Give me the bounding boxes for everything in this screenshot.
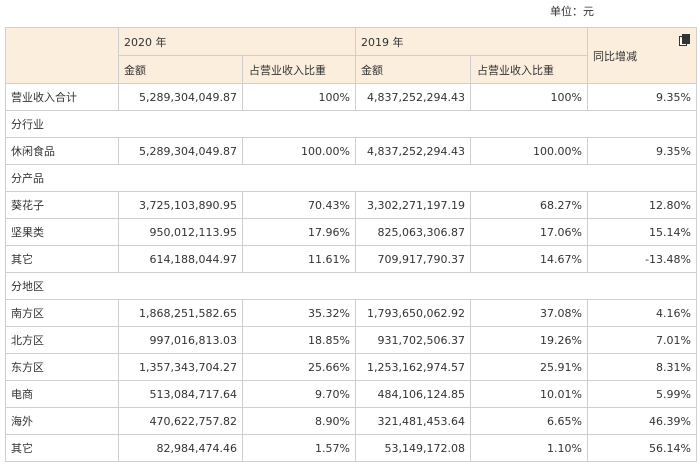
share-2019-cell: 100.00%: [470, 137, 588, 165]
yoy-cell: 9.35%: [587, 137, 697, 165]
share-2019-cell: 14.67%: [470, 245, 588, 273]
section-label: 分行业: [5, 110, 697, 138]
yoy-cell: 7.01%: [587, 326, 697, 354]
share-2020-cell: 70.43%: [242, 191, 356, 219]
table-row: 海外 470,622,757.82 8.90% 321,481,453.64 6.65%…: [5, 407, 697, 435]
amount-2020-cell: 1,357,343,704.27: [118, 353, 243, 381]
share-2019-cell: 19.26%: [470, 326, 588, 354]
share-2020-cell: 11.61%: [242, 245, 356, 273]
header-corner: [5, 27, 119, 84]
amount-2019-cell: 3,302,271,197.19: [355, 191, 471, 219]
unit-label: 单位：元: [550, 5, 594, 18]
amount-2020-cell: 470,622,757.82: [118, 407, 243, 435]
share-2019-cell: 10.01%: [470, 380, 588, 408]
share-2020-cell: 18.85%: [242, 326, 356, 354]
section-row: 分产品: [5, 164, 697, 192]
share-2019-cell: 37.08%: [470, 299, 588, 327]
table-row: 东方区 1,357,343,704.27 25.66% 1,253,162,974.5…: [5, 353, 697, 381]
row-label: 北方区: [5, 326, 119, 354]
share-2019-cell: 100%: [470, 83, 588, 111]
row-label: 东方区: [5, 353, 119, 381]
amount-2020-cell: 513,084,717.64: [118, 380, 243, 408]
section-label: 分产品: [5, 164, 697, 192]
amount-2019-cell: 1,793,650,062.92: [355, 299, 471, 327]
share-2020-cell: 17.96%: [242, 218, 356, 246]
header-yoy-label: 同比增减: [593, 49, 637, 63]
amount-2020-cell: 5,289,304,049.87: [118, 83, 243, 111]
amount-2019-cell: 484,106,124.85: [355, 380, 471, 408]
yoy-cell: 56.14%: [587, 434, 697, 462]
yoy-cell: 9.35%: [587, 83, 697, 111]
share-2019-cell: 1.10%: [470, 434, 588, 462]
amount-2020-cell: 614,188,044.97: [118, 245, 243, 273]
header-amount-2020: 金额: [118, 55, 243, 84]
header-amount-2019: 金额: [355, 55, 471, 84]
revenue-table: 2020 年 2019 年 同比增减 金额 占营业收入比重 金额 占营业收入比重…: [5, 27, 697, 462]
header-year-2020: 2020 年: [118, 27, 356, 56]
table-row: 南方区 1,868,251,582.65 35.32% 1,793,650,062.9…: [5, 299, 697, 327]
table-row: 葵花子 3,725,103,890.95 70.43% 3,302,271,197.1…: [5, 191, 697, 219]
row-label: 海外: [5, 407, 119, 435]
yoy-cell: 5.99%: [587, 380, 697, 408]
table-row: 其它 614,188,044.97 11.61% 709,917,790.37 14.6…: [5, 245, 697, 273]
yoy-cell: 12.80%: [587, 191, 697, 219]
row-label: 营业收入合计: [5, 83, 119, 111]
share-2019-cell: 25.91%: [470, 353, 588, 381]
row-label: 电商: [5, 380, 119, 408]
table-row: 营业收入合计 5,289,304,049.87 100% 4,837,252,294.…: [5, 83, 697, 111]
section-row: 分地区: [5, 272, 697, 300]
amount-2020-cell: 950,012,113.95: [118, 218, 243, 246]
yoy-cell: 4.16%: [587, 299, 697, 327]
share-2019-cell: 68.27%: [470, 191, 588, 219]
section-label: 分地区: [5, 272, 697, 300]
share-2020-cell: 1.57%: [242, 434, 356, 462]
share-2020-cell: 35.32%: [242, 299, 356, 327]
row-label: 坚果类: [5, 218, 119, 246]
table-row: 坚果类 950,012,113.95 17.96% 825,063,306.87 17.…: [5, 218, 697, 246]
amount-2020-cell: 1,868,251,582.65: [118, 299, 243, 327]
share-2020-cell: 8.90%: [242, 407, 356, 435]
amount-2019-cell: 321,481,453.64: [355, 407, 471, 435]
header-yoy: 同比增减: [587, 27, 697, 84]
yoy-cell: 46.39%: [587, 407, 697, 435]
amount-2020-cell: 3,725,103,890.95: [118, 191, 243, 219]
amount-2020-cell: 82,984,474.46: [118, 434, 243, 462]
table-row: 电商 513,084,717.64 9.70% 484,106,124.85 10.01…: [5, 380, 697, 408]
share-2020-cell: 100%: [242, 83, 356, 111]
table-body: 营业收入合计 5,289,304,049.87 100% 4,837,252,294.…: [5, 83, 697, 462]
amount-2019-cell: 4,837,252,294.43: [355, 83, 471, 111]
row-label: 其它: [5, 245, 119, 273]
yoy-cell: -13.48%: [587, 245, 697, 273]
yoy-cell: 8.31%: [587, 353, 697, 381]
table-row: 休闲食品 5,289,304,049.87 100.00% 4,837,252,294…: [5, 137, 697, 165]
share-2020-cell: 25.66%: [242, 353, 356, 381]
share-2020-cell: 9.70%: [242, 380, 356, 408]
amount-2020-cell: 5,289,304,049.87: [118, 137, 243, 165]
table-row: 其它 82,984,474.46 1.57% 53,149,172.08 1.10% 56…: [5, 434, 697, 462]
share-2019-cell: 6.65%: [470, 407, 588, 435]
header-year-2019: 2019 年: [355, 27, 588, 56]
copy-icon[interactable]: [679, 34, 690, 46]
amount-2020-cell: 997,016,813.03: [118, 326, 243, 354]
row-label: 其它: [5, 434, 119, 462]
table-row: 北方区 997,016,813.03 18.85% 931,702,506.37 19.…: [5, 326, 697, 354]
section-row: 分行业: [5, 110, 697, 138]
amount-2019-cell: 825,063,306.87: [355, 218, 471, 246]
row-label: 休闲食品: [5, 137, 119, 165]
header-share-2019: 占营业收入比重: [470, 55, 588, 84]
amount-2019-cell: 4,837,252,294.43: [355, 137, 471, 165]
amount-2019-cell: 53,149,172.08: [355, 434, 471, 462]
share-2020-cell: 100.00%: [242, 137, 356, 165]
yoy-cell: 15.14%: [587, 218, 697, 246]
row-label: 葵花子: [5, 191, 119, 219]
header-share-2020: 占营业收入比重: [242, 55, 356, 84]
amount-2019-cell: 709,917,790.37: [355, 245, 471, 273]
amount-2019-cell: 1,253,162,974.57: [355, 353, 471, 381]
amount-2019-cell: 931,702,506.37: [355, 326, 471, 354]
row-label: 南方区: [5, 299, 119, 327]
share-2019-cell: 17.06%: [470, 218, 588, 246]
